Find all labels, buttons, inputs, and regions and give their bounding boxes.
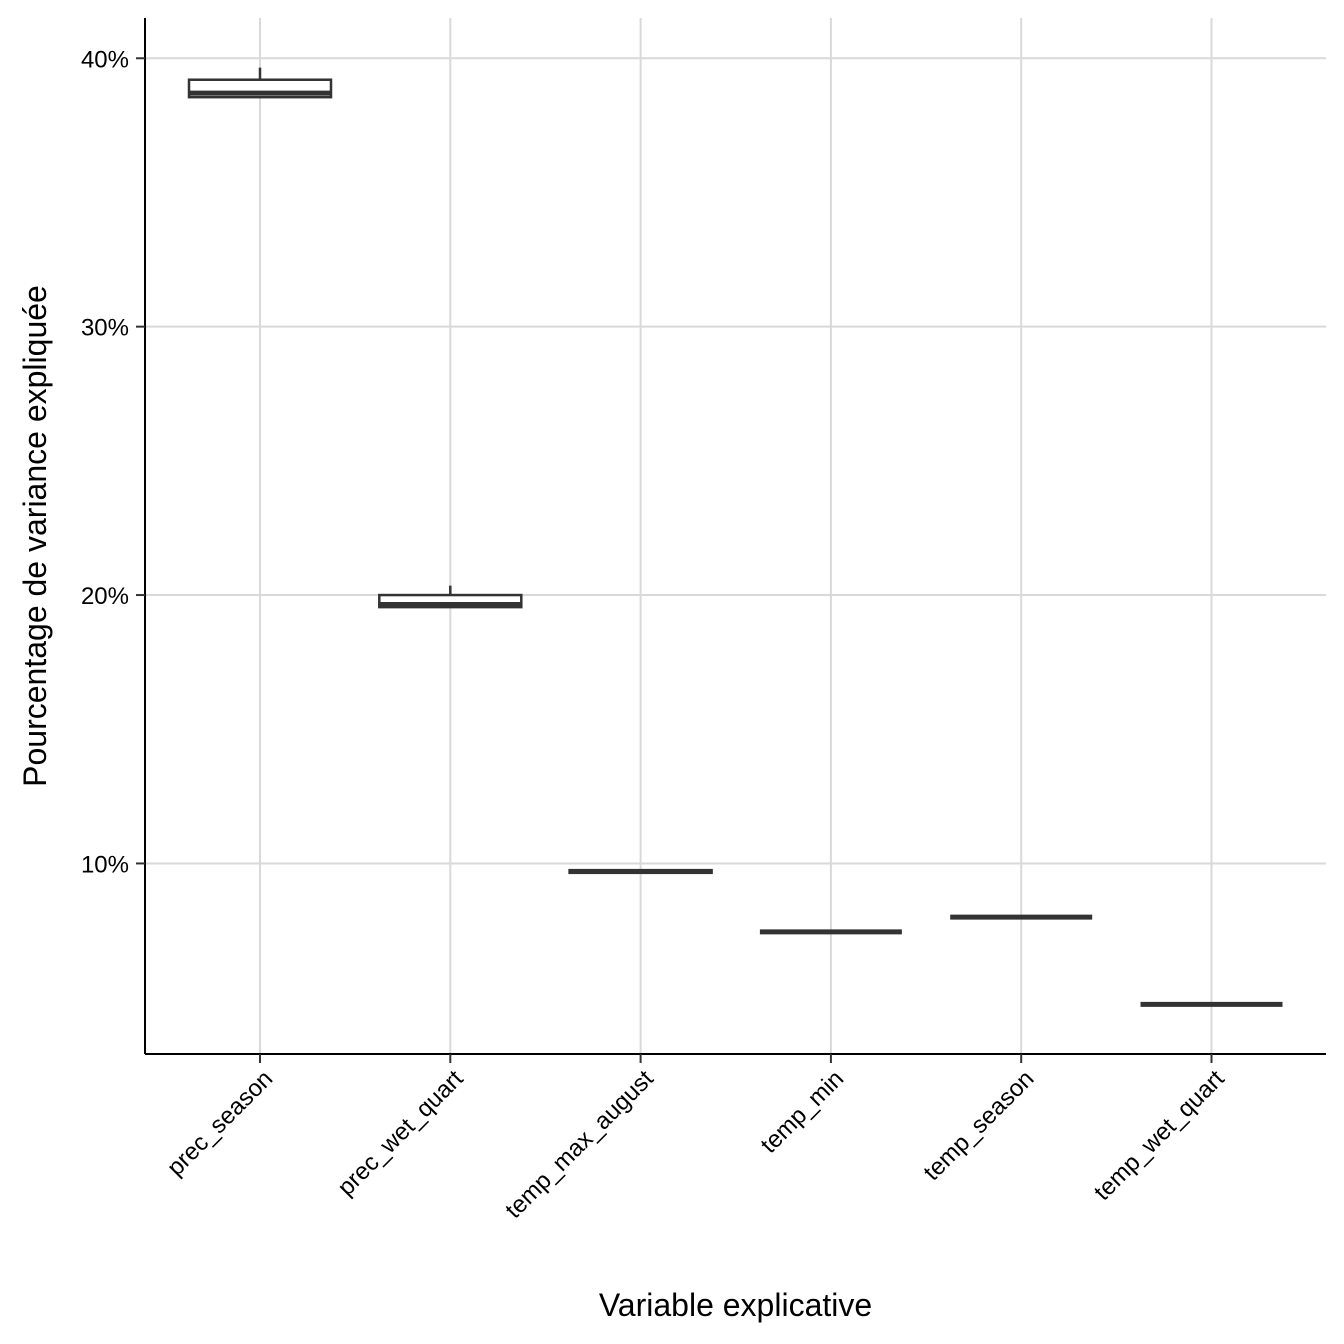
y-tick-label: 30% xyxy=(81,315,129,342)
x-tick-label: temp_max_august xyxy=(500,1065,659,1224)
y-axis-title: Pourcentage de variance expliquée xyxy=(17,285,53,787)
grid-lines xyxy=(145,18,1326,1054)
x-tick-label: temp_min xyxy=(756,1065,850,1159)
x-axis-title: Variable explicative xyxy=(599,1287,872,1323)
y-tick-label: 20% xyxy=(81,583,129,610)
y-tick-label: 10% xyxy=(81,851,129,878)
x-tick-label: temp_wet_quart xyxy=(1089,1065,1230,1206)
box-layer xyxy=(187,67,1283,1007)
y-ticks: 10% 20% 30% 40% xyxy=(81,46,145,878)
box-temp_max_august xyxy=(568,868,713,875)
box-prec_wet_quart xyxy=(378,585,523,609)
x-tick-label: prec_season xyxy=(162,1065,278,1181)
x-tick-label: prec_wet_quart xyxy=(332,1065,468,1201)
y-tick-label: 40% xyxy=(81,46,129,73)
axes xyxy=(144,18,1326,1055)
x-tick-label: temp_season xyxy=(918,1065,1039,1186)
x-ticks: prec_season prec_wet_quart temp_max_august… xyxy=(162,1054,1230,1224)
box-prec_season xyxy=(187,67,333,99)
